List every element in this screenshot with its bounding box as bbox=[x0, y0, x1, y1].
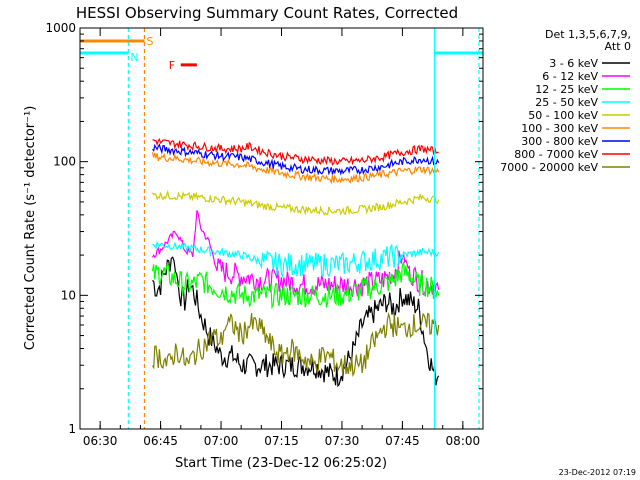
series-line-3 bbox=[151, 261, 440, 310]
legend-label: 7000 - 20000 keV bbox=[500, 161, 598, 174]
series-line-6 bbox=[151, 152, 440, 185]
legend-label: 800 - 7000 keV bbox=[514, 148, 598, 161]
axis-layer: 06:30 06:45 07:00 07:15 07:30 07:45 08:00 1 10 10… bbox=[45, 21, 484, 448]
series-line-5 bbox=[151, 189, 440, 216]
annotation-label: S bbox=[146, 35, 153, 48]
y-tick-label: 10 bbox=[61, 288, 76, 302]
legend-label: 100 - 300 keV bbox=[521, 122, 598, 135]
series-line-8 bbox=[152, 138, 439, 166]
legend-label: 3 - 6 keV bbox=[549, 57, 598, 70]
series-line-9 bbox=[151, 311, 440, 377]
y-tick-label: 100 bbox=[53, 155, 76, 169]
x-tick-label: 08:00 bbox=[446, 434, 481, 448]
annotation-label: N bbox=[130, 51, 138, 64]
legend-header-attenuator: Att 0 bbox=[605, 40, 631, 53]
y-tick-label: 1000 bbox=[45, 21, 76, 35]
x-tick-label: 07:45 bbox=[385, 434, 420, 448]
series-line-4 bbox=[152, 240, 440, 279]
chart-title: HESSI Observing Summary Count Rates, Cor… bbox=[76, 4, 458, 22]
legend-label: 12 - 25 keV bbox=[535, 83, 598, 96]
legend-header-detectors: Det 1,3,5,6,7,9, bbox=[545, 28, 631, 41]
x-tick-label: 07:15 bbox=[264, 434, 299, 448]
series-line-7 bbox=[152, 143, 440, 176]
annotation-layer: SN F bbox=[80, 28, 483, 429]
x-tick-label: 07:00 bbox=[204, 434, 239, 448]
annotation-label: F bbox=[169, 59, 175, 72]
x-tick-label: 06:45 bbox=[143, 434, 178, 448]
legend-label: 25 - 50 keV bbox=[535, 96, 598, 109]
legend-label: 6 - 12 keV bbox=[542, 70, 598, 83]
x-tick-label: 07:30 bbox=[325, 434, 360, 448]
y-axis-label: Corrected Count Rate (s⁻¹ detector⁻¹) bbox=[23, 106, 38, 351]
x-axis-label: Start Time (23-Dec-12 06:25:02) bbox=[175, 456, 387, 471]
x-tick-label: 06:30 bbox=[83, 434, 118, 448]
plot-frame bbox=[79, 27, 484, 430]
footer-timestamp: 23-Dec-2012 07:19 bbox=[559, 468, 636, 477]
y-tick-label: 1 bbox=[68, 422, 76, 436]
legend-label: 300 - 800 keV bbox=[521, 135, 598, 148]
legend-label: 50 - 100 keV bbox=[528, 109, 598, 122]
series-layer bbox=[151, 138, 440, 388]
series-line-1 bbox=[152, 256, 440, 388]
